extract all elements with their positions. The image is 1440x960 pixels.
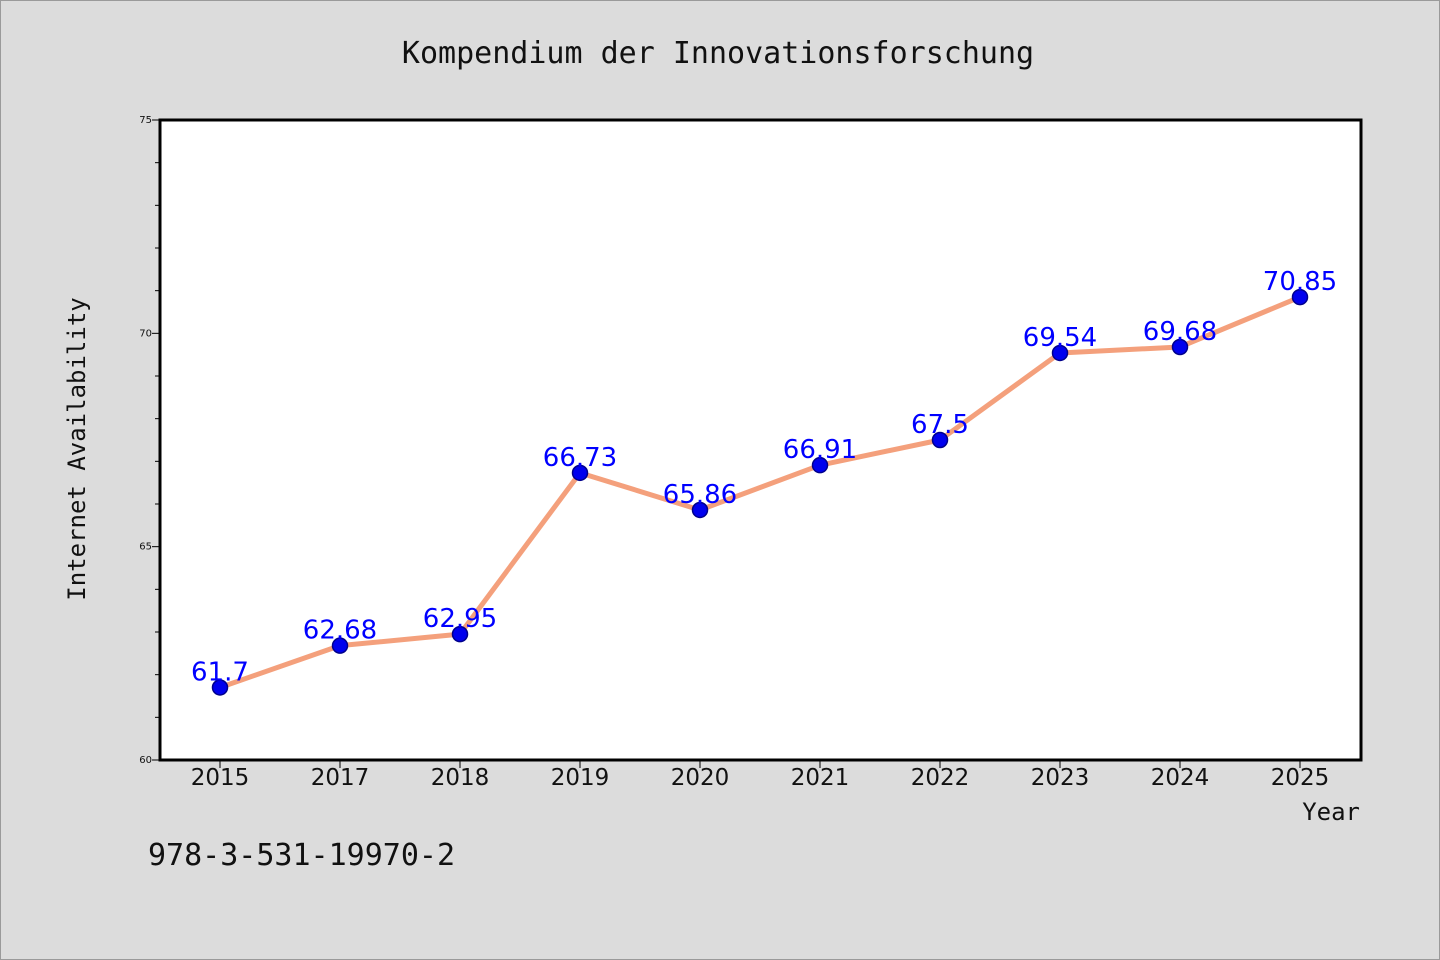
data-point xyxy=(691,501,709,519)
series-line-group xyxy=(217,294,1303,690)
x-tick-label: 2020 xyxy=(671,765,730,791)
data-markers xyxy=(211,288,1309,696)
series-line xyxy=(217,294,1303,690)
chart-title: Kompendium der Innovationsforschung xyxy=(402,36,1034,71)
x-tick-label: 2019 xyxy=(551,765,610,791)
y-tick-label: 70 xyxy=(139,328,152,339)
data-point xyxy=(1051,344,1069,362)
data-point xyxy=(211,679,229,696)
y-axis: 60 65 70 75 xyxy=(139,115,160,766)
x-tick-label: 2021 xyxy=(791,765,850,791)
y-tick-label: 65 xyxy=(139,542,152,553)
x-tick-label: 2023 xyxy=(1031,765,1090,791)
data-point xyxy=(571,464,589,482)
data-point xyxy=(811,456,829,474)
data-label: 70.85 xyxy=(1263,267,1337,297)
x-tick-label: 2018 xyxy=(431,765,490,791)
x-tick-label: 2022 xyxy=(911,765,970,791)
x-tick-label: 2024 xyxy=(1151,765,1210,791)
data-point xyxy=(451,625,469,643)
x-axis-label: Year xyxy=(1302,798,1360,826)
data-point xyxy=(1171,338,1189,356)
plot-area xyxy=(158,118,1363,762)
data-label: 65.86 xyxy=(663,480,737,510)
y-tick-label: 60 xyxy=(139,755,152,766)
data-label: 62.95 xyxy=(423,604,497,634)
x-tick-label: 2017 xyxy=(311,765,370,791)
data-point xyxy=(1291,288,1309,306)
data-label: 69.68 xyxy=(1143,317,1217,347)
y-axis-label: Internet Availability xyxy=(63,297,91,600)
data-label: 66.73 xyxy=(543,443,617,473)
isbn-text: 978-3-531-19970-2 xyxy=(148,838,455,873)
data-label: 66.91 xyxy=(783,435,857,465)
x-tick-label: 2025 xyxy=(1271,765,1330,791)
data-point xyxy=(331,637,349,654)
y-tick-label: 75 xyxy=(139,115,152,126)
data-label: 61.7 xyxy=(191,657,249,687)
data-label: 62.68 xyxy=(303,616,377,646)
x-tick-label: 2015 xyxy=(191,765,250,791)
data-labels: 61.7 62.68 62.95 66.73 65.86 66.91 67.5 69.54 69… xyxy=(191,267,1337,687)
x-axis: 2015 2017 2018 2019 2020 2021 2022 2023 2024 2025 xyxy=(191,760,1330,791)
data-label: 67.5 xyxy=(911,410,969,440)
data-label: 69.54 xyxy=(1023,323,1097,353)
data-point xyxy=(931,431,949,449)
